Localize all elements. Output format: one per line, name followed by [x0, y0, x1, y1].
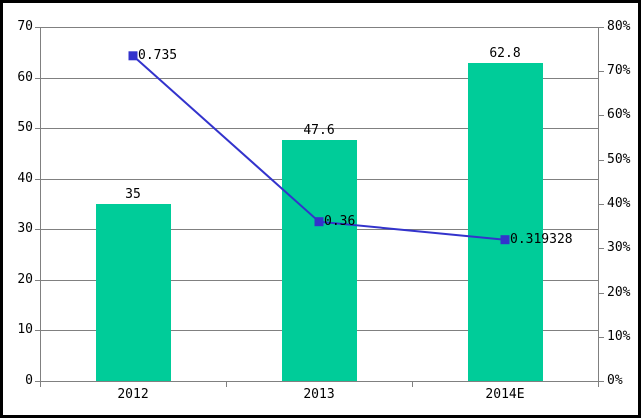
x-axis-tick	[412, 382, 413, 387]
right-axis-tick-label: 60%	[607, 107, 631, 122]
gridline	[41, 128, 598, 129]
left-axis-tick	[35, 128, 40, 129]
right-axis-tick-label: 10%	[607, 329, 631, 344]
x-axis-category-label: 2014E	[485, 387, 525, 402]
plot-area	[40, 27, 599, 382]
left-axis-tick	[35, 229, 40, 230]
left-axis-tick-label: 0	[25, 373, 33, 388]
right-axis-tick-label: 40%	[607, 196, 631, 211]
line-point-label: 0.319328	[510, 232, 573, 247]
left-axis-tick	[35, 27, 40, 28]
line-point-label: 0.36	[324, 214, 356, 229]
line-marker	[314, 217, 324, 227]
bar	[468, 63, 543, 381]
x-axis-category-label: 2012	[117, 387, 149, 402]
right-axis-tick-label: 50%	[607, 152, 631, 167]
left-axis-tick-label: 50	[17, 120, 33, 135]
bar	[282, 140, 357, 381]
x-axis-category-label: 2013	[303, 387, 335, 402]
left-axis-tick-label: 60	[17, 70, 33, 85]
right-axis-tick	[599, 337, 604, 338]
right-axis-tick-label: 30%	[607, 240, 631, 255]
right-axis-tick	[599, 115, 604, 116]
left-axis-tick	[35, 330, 40, 331]
right-axis-tick	[599, 381, 604, 382]
bar-value-label: 62.8	[489, 46, 521, 61]
line-point-label: 0.735	[138, 48, 178, 63]
right-axis-tick	[599, 293, 604, 294]
left-axis-tick-label: 30	[17, 221, 33, 236]
line-marker	[500, 235, 510, 245]
x-axis-tick	[598, 382, 599, 387]
left-axis-tick	[35, 179, 40, 180]
bar	[96, 204, 171, 381]
left-axis-tick-label: 40	[17, 171, 33, 186]
left-axis-tick	[35, 381, 40, 382]
right-axis-tick	[599, 248, 604, 249]
left-axis-tick-label: 70	[17, 19, 33, 34]
bar-value-label: 35	[125, 187, 141, 202]
left-axis-tick-label: 10	[17, 322, 33, 337]
line-path	[132, 55, 506, 241]
right-axis-tick	[599, 71, 604, 72]
gridline	[41, 78, 598, 79]
right-axis-tick-label: 70%	[607, 63, 631, 78]
x-axis-tick	[40, 382, 41, 387]
x-axis-tick	[226, 382, 227, 387]
left-axis-tick	[35, 280, 40, 281]
right-axis-tick	[599, 204, 604, 205]
line-series	[128, 51, 510, 245]
right-axis-tick-label: 80%	[607, 19, 631, 34]
right-axis-tick	[599, 160, 604, 161]
bar-value-label: 47.6	[303, 123, 335, 138]
right-axis-tick-label: 0%	[607, 373, 623, 388]
left-axis-tick	[35, 78, 40, 79]
left-axis-tick-label: 20	[17, 272, 33, 287]
line-marker	[128, 51, 138, 61]
right-axis-tick	[599, 27, 604, 28]
right-axis-tick-label: 20%	[607, 285, 631, 300]
